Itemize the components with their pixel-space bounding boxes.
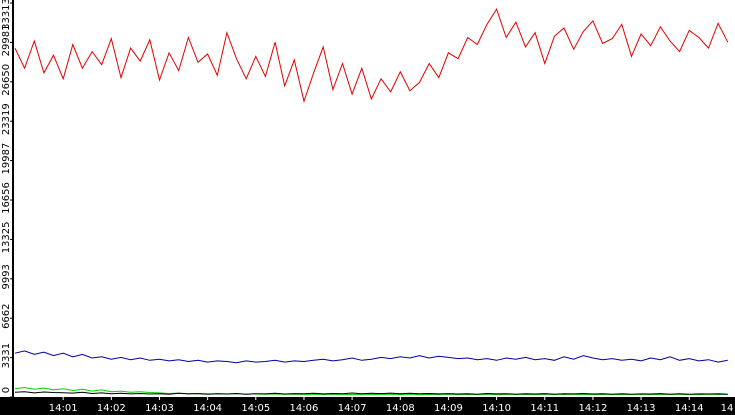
y-tick-label: 6662	[1, 303, 12, 328]
x-tick-label: 14:05	[241, 403, 270, 414]
x-tick-label: 14:13	[627, 403, 656, 414]
y-tick-label: 3331	[1, 343, 12, 368]
y-tick-label: 33313	[1, 0, 12, 30]
y-tick-label: 23319	[1, 103, 12, 135]
y-tick-label: 19987	[1, 143, 12, 175]
series-line	[14, 7, 729, 104]
x-tick-label: 14:01	[49, 403, 78, 414]
series-line	[14, 391, 728, 395]
x-axis-band	[0, 397, 735, 415]
x-tick-label: 14	[721, 403, 734, 414]
y-tick-label: 0	[1, 387, 12, 393]
x-tick-label: 14:03	[145, 403, 174, 414]
x-tick-label: 14:06	[290, 403, 319, 414]
x-tick-label: 14:10	[482, 403, 511, 414]
y-tick-label: 13325	[1, 221, 12, 253]
x-tick-label: 14:02	[97, 403, 126, 414]
y-tick-label: 26650	[1, 64, 12, 96]
x-tick-label: 14:04	[193, 403, 222, 414]
x-tick-label: 14:14	[675, 403, 704, 414]
x-tick-label: 14:07	[338, 403, 367, 414]
x-tick-label: 14:12	[579, 403, 608, 414]
y-tick-label: 9993	[1, 264, 12, 289]
y-tick-label: 16656	[1, 182, 12, 214]
x-tick-label: 14:08	[386, 403, 415, 414]
series-line	[14, 350, 728, 364]
y-tick-label: 29981	[1, 25, 12, 57]
x-tick-label: 14:09	[434, 403, 463, 414]
x-tick-label: 14:11	[530, 403, 559, 414]
